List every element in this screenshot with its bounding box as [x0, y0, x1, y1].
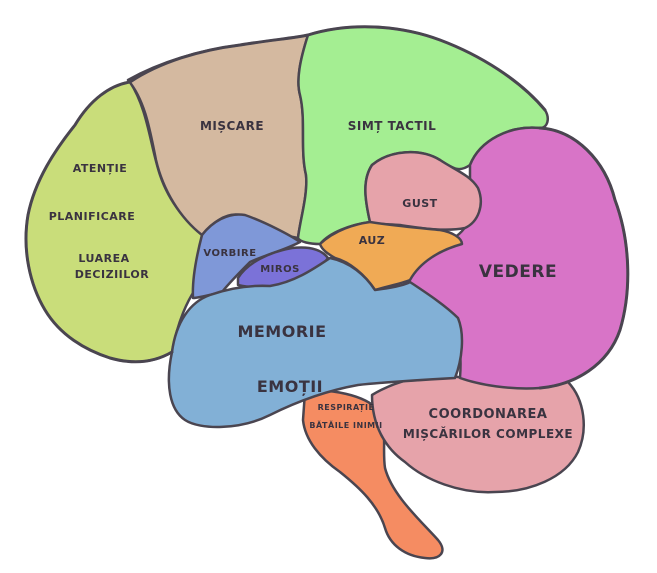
cerebellum-label-line-1: COORDONAREA — [429, 407, 548, 422]
motor-label: MIȘCARE — [200, 119, 264, 133]
frontal-label-line-2: PLANIFICARE — [49, 210, 136, 223]
parietal-label: SIMȚ TACTIL — [348, 119, 437, 133]
cerebellum-labels: COORDONAREA MIȘCĂRILOR COMPLEXE — [403, 407, 573, 441]
memory-label: MEMORIE — [237, 322, 326, 341]
frontal-label-line-3: LUAREA — [78, 252, 129, 265]
heartbeat-label: BĂTĂILE INIMII — [309, 419, 382, 430]
speech-label: VORBIRE — [203, 248, 256, 259]
speech-region — [191, 213, 302, 300]
smell-label: MIROS — [260, 264, 300, 275]
temporal-lobe-labels: MEMORIE EMOȚII — [237, 322, 326, 396]
vision-label: VEDERE — [479, 262, 557, 282]
frontal-lobe-labels: ATENȚIE PLANIFICARE LUAREA DECIZIILOR — [49, 162, 149, 281]
breathing-label: RESPIRAȚIE — [318, 403, 375, 413]
frontal-label-line-1: ATENȚIE — [73, 162, 128, 175]
hearing-label: AUZ — [359, 234, 386, 247]
frontal-label-line-4: DECIZIILOR — [75, 268, 149, 281]
brain-outline — [24, 25, 630, 390]
cerebellum-label-line-2: MIȘCĂRILOR COMPLEXE — [403, 426, 573, 441]
emotions-label: EMOȚII — [257, 377, 323, 396]
temporal-lobe-region — [167, 256, 464, 429]
brainstem-labels: RESPIRAȚIE BĂTĂILE INIMII — [309, 403, 382, 430]
taste-label: GUST — [402, 197, 437, 210]
